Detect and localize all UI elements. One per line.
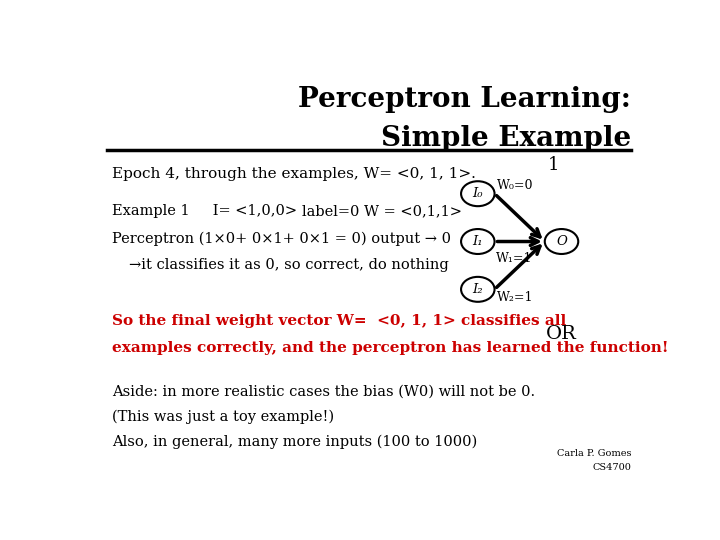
Text: W₂=1: W₂=1 <box>497 292 534 305</box>
Text: label=0 W = <0,1,1>: label=0 W = <0,1,1> <box>302 204 462 218</box>
Text: Epoch 4, through the examples, W= <0, 1, 1>.: Epoch 4, through the examples, W= <0, 1,… <box>112 167 476 181</box>
Text: W₁=1: W₁=1 <box>495 252 532 265</box>
Text: Example 1     I= <1,0,0>: Example 1 I= <1,0,0> <box>112 204 297 218</box>
Text: Perceptron Learning:: Perceptron Learning: <box>298 85 631 113</box>
Text: Simple Example: Simple Example <box>381 125 631 152</box>
Text: examples correctly, and the perceptron has learned the function!: examples correctly, and the perceptron h… <box>112 341 669 355</box>
Circle shape <box>461 229 495 254</box>
Text: I₁: I₁ <box>472 235 483 248</box>
Text: OR: OR <box>546 325 577 343</box>
Text: Perceptron (1×0+ 0×1+ 0×1 = 0) output → 0: Perceptron (1×0+ 0×1+ 0×1 = 0) output → … <box>112 231 451 246</box>
Text: Carla P. Gomes: Carla P. Gomes <box>557 449 631 458</box>
Text: Also, in general, many more inputs (100 to 1000): Also, in general, many more inputs (100 … <box>112 435 477 449</box>
Circle shape <box>545 229 578 254</box>
Text: →it classifies it as 0, so correct, do nothing: →it classifies it as 0, so correct, do n… <box>129 258 449 272</box>
Text: I₀: I₀ <box>472 187 483 200</box>
Text: CS4700: CS4700 <box>593 463 631 472</box>
Text: I₂: I₂ <box>472 283 483 296</box>
Circle shape <box>461 181 495 206</box>
Text: 1: 1 <box>547 156 559 173</box>
Text: O: O <box>556 235 567 248</box>
Text: So the final weight vector W=  <0, 1, 1> classifies all: So the final weight vector W= <0, 1, 1> … <box>112 314 567 328</box>
Text: Aside: in more realistic cases the bias (W0) will not be 0.: Aside: in more realistic cases the bias … <box>112 385 536 399</box>
Circle shape <box>461 277 495 302</box>
Text: (This was just a toy example!): (This was just a toy example!) <box>112 410 335 424</box>
Text: W₀=0: W₀=0 <box>497 179 534 192</box>
